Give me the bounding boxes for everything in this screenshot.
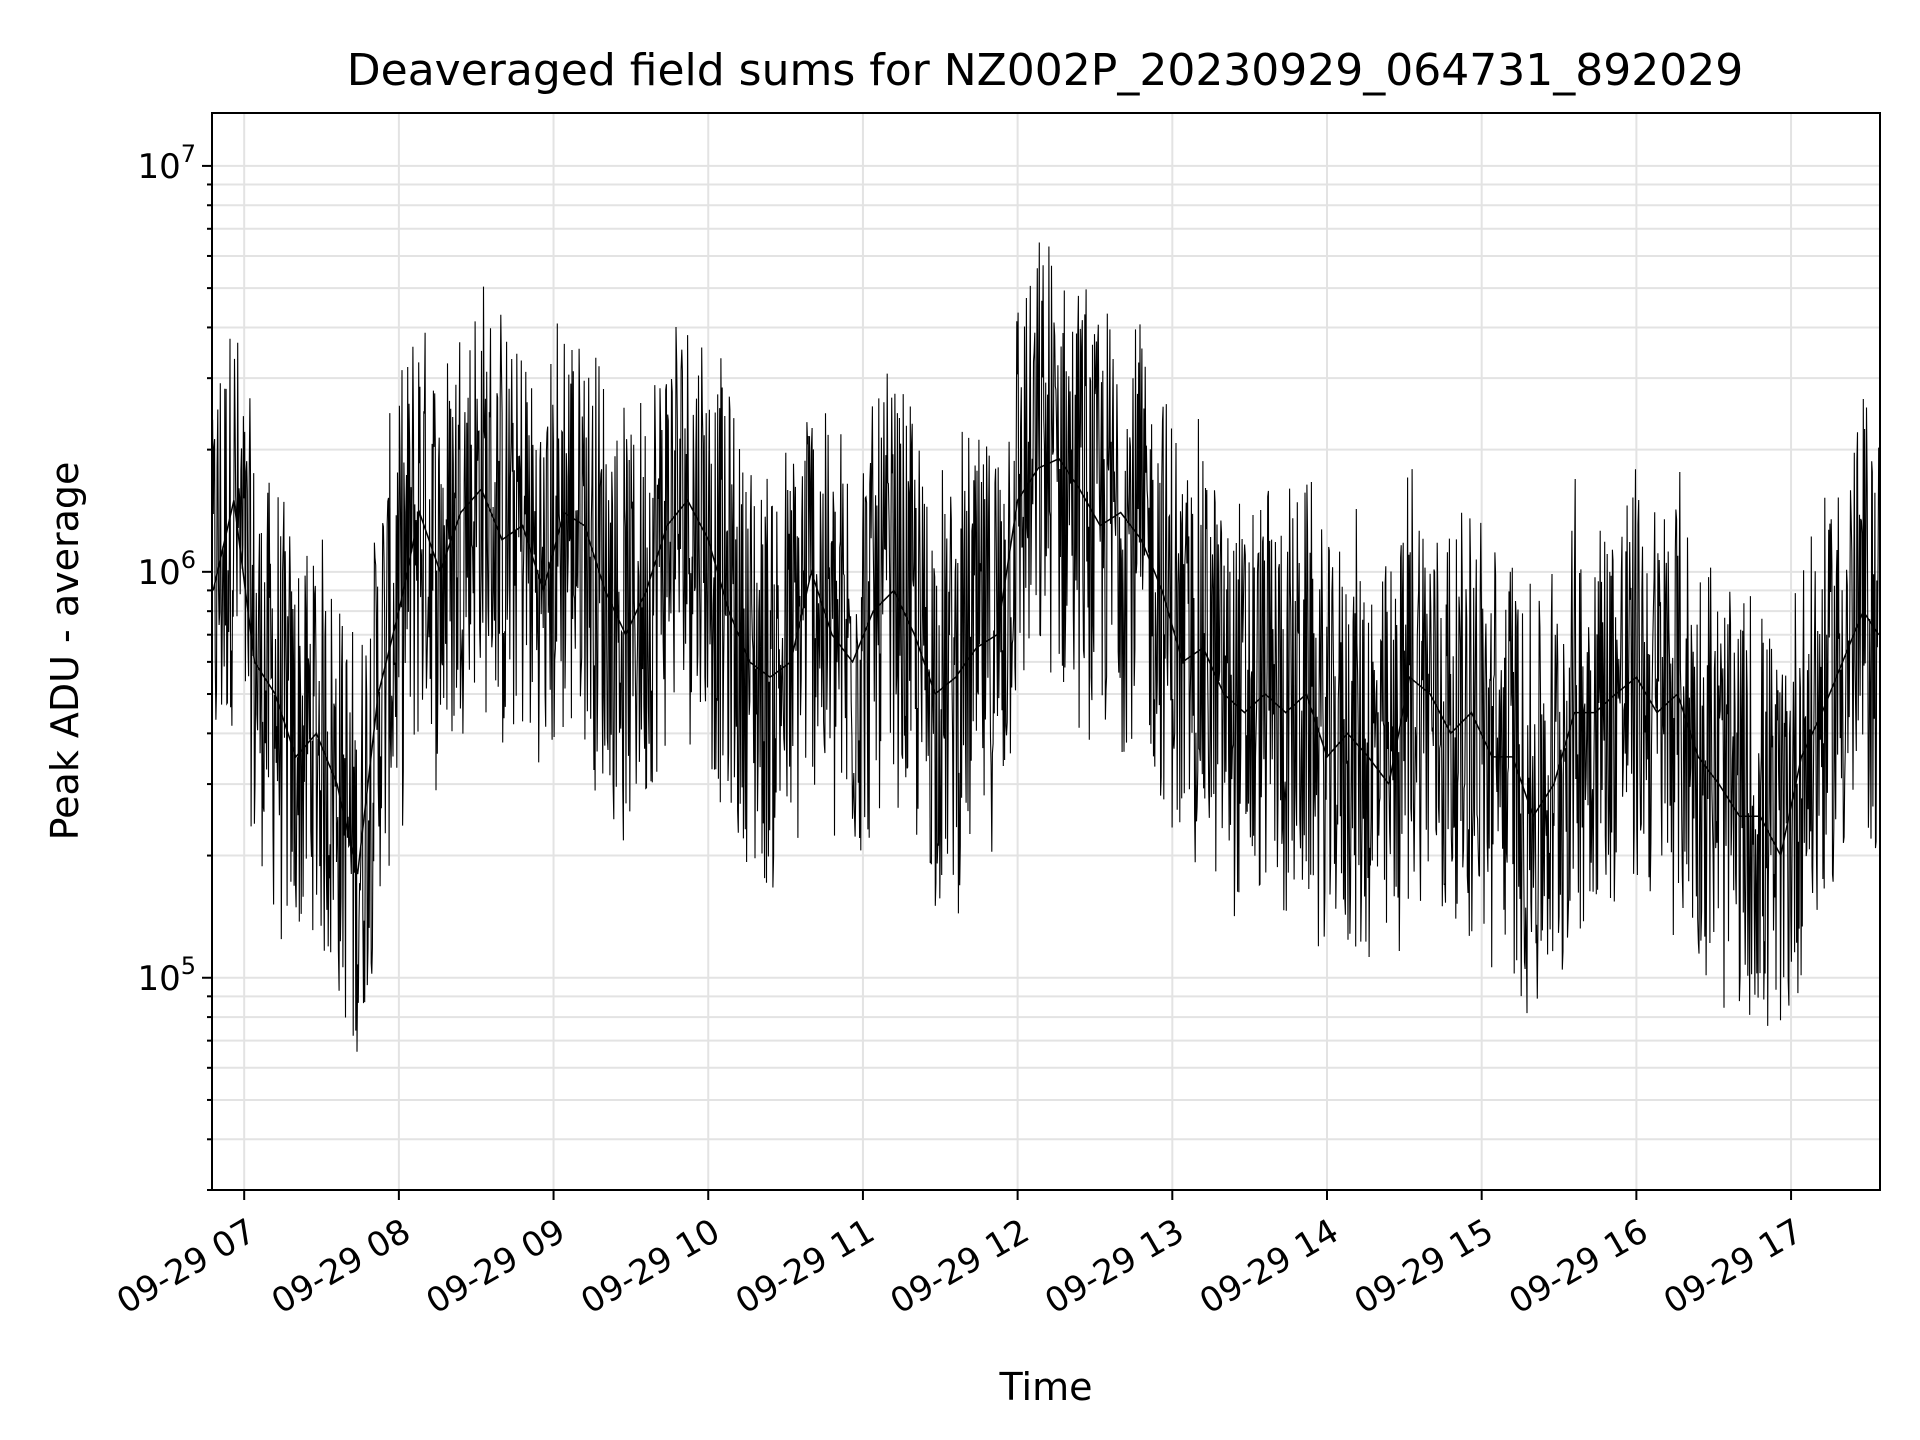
y-tick-label: 107 <box>137 140 196 187</box>
y-tick-label: 106 <box>137 546 196 593</box>
y-axis-label: Peak ADU - average <box>43 462 87 841</box>
x-axis-label: Time <box>999 1365 1093 1409</box>
y-axis: 105 106 107 <box>137 140 212 1191</box>
chart-title: Deaveraged field sums for NZ002P_2023092… <box>347 45 1743 96</box>
series-spike-path <box>211 242 1881 1052</box>
series-spikes <box>211 242 1881 1052</box>
y-tick-label: 105 <box>137 952 196 999</box>
plot-frame <box>211 112 1881 1191</box>
